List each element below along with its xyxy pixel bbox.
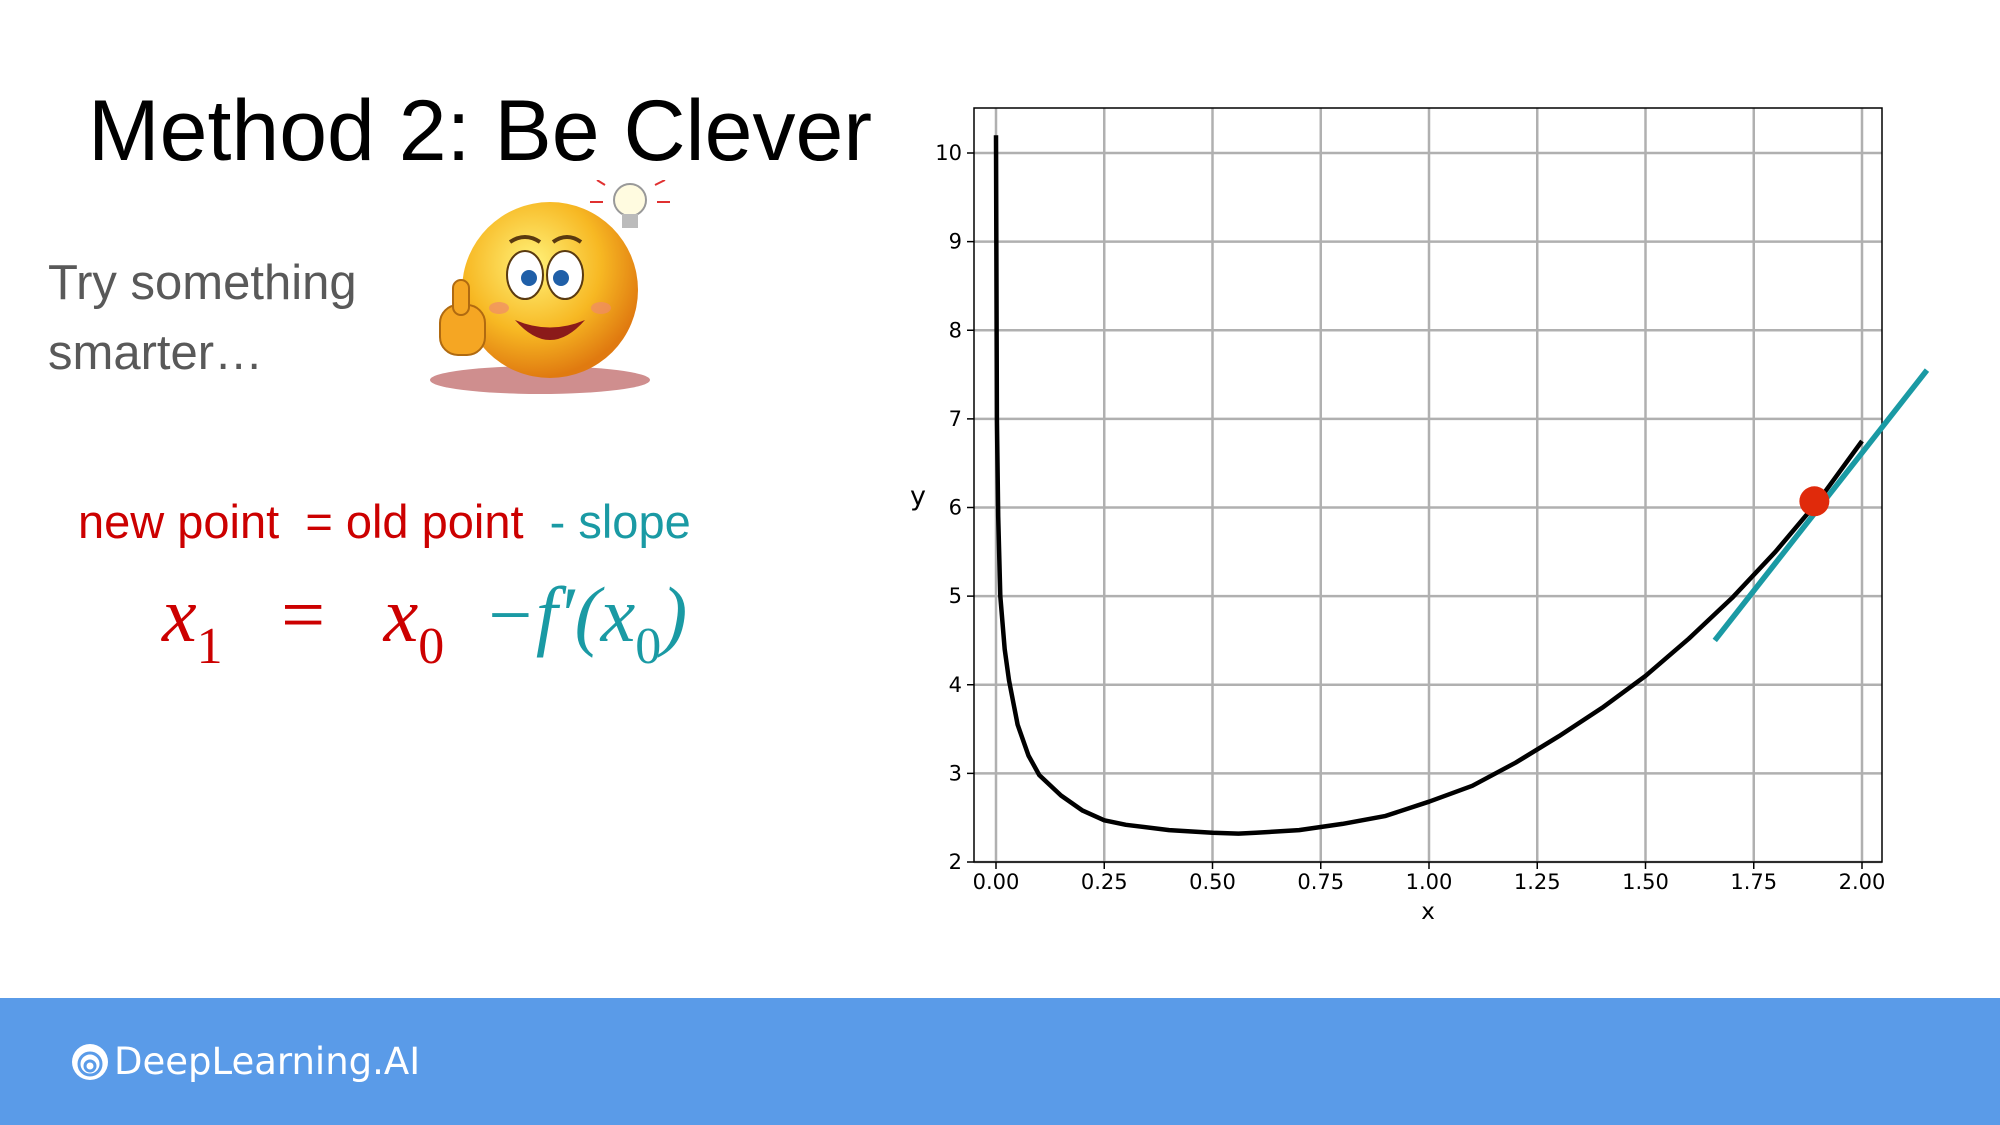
new-point-label: new point — [78, 495, 280, 548]
y-tick-label: 3 — [949, 761, 962, 785]
deeplearning-logo-icon — [72, 1044, 108, 1080]
thinking-emoji-icon — [430, 180, 670, 394]
old-point-label: = old point — [305, 495, 524, 548]
y-tick-label: 6 — [949, 496, 962, 520]
y-tick-label: 10 — [935, 141, 962, 165]
y-axis-label: y — [910, 481, 926, 512]
x-tick-label: 1.50 — [1622, 870, 1669, 894]
slide-subtitle: Try something smarter… — [48, 256, 357, 380]
update-equation: x1 = x0 −f′(x0) — [162, 570, 687, 676]
slope-label: - slope — [549, 495, 691, 548]
x0-sub: 0 — [418, 618, 445, 675]
x-tick-label: 1.00 — [1406, 870, 1453, 894]
y-tick-label: 4 — [949, 673, 962, 697]
slide-title: Method 2: Be Clever — [88, 83, 872, 179]
formula-words: new point = old point - slope — [78, 494, 691, 549]
x-tick-label: 0.25 — [1081, 870, 1128, 894]
derivative-prefix: −f′(x — [483, 571, 636, 658]
derivative-close: ) — [661, 571, 688, 658]
x1-sub: 1 — [196, 618, 223, 675]
y-tick-label: 8 — [949, 318, 962, 342]
function-curve — [993, 135, 1864, 836]
derivative-term: −f′(x0) — [483, 571, 688, 675]
x-tick-label: 0.75 — [1297, 870, 1344, 894]
x-tick-label: 1.75 — [1730, 870, 1777, 894]
y-tick-label: 5 — [949, 584, 962, 608]
y-tick-label: 2 — [949, 850, 962, 874]
equals-sign: = — [281, 571, 326, 658]
x-axis-label: x — [1421, 899, 1435, 925]
x1-var: x — [162, 571, 197, 658]
brand-name: DeepLearning.AI — [114, 1040, 421, 1083]
function-chart: 0.00 0.25 0.50 0.75 1.00 1.25 1.50 1.75 2.00 2 3 4 5… — [910, 107, 1930, 925]
y-tick-label: 9 — [949, 230, 962, 254]
derivative-sub: 0 — [635, 618, 662, 675]
x-tick-label: 1.25 — [1514, 870, 1561, 894]
y-tick-label: 7 — [949, 407, 962, 431]
x-tick-label: 2.00 — [1839, 870, 1886, 894]
x-tick-label: 0.50 — [1189, 870, 1236, 894]
plot-frame — [973, 107, 1883, 863]
x-tick-label: 0.00 — [973, 870, 1020, 894]
current-point-marker — [1799, 486, 1830, 517]
footer-bar: DeepLearning.AI — [0, 998, 2000, 1125]
x0-var: x — [383, 571, 419, 658]
